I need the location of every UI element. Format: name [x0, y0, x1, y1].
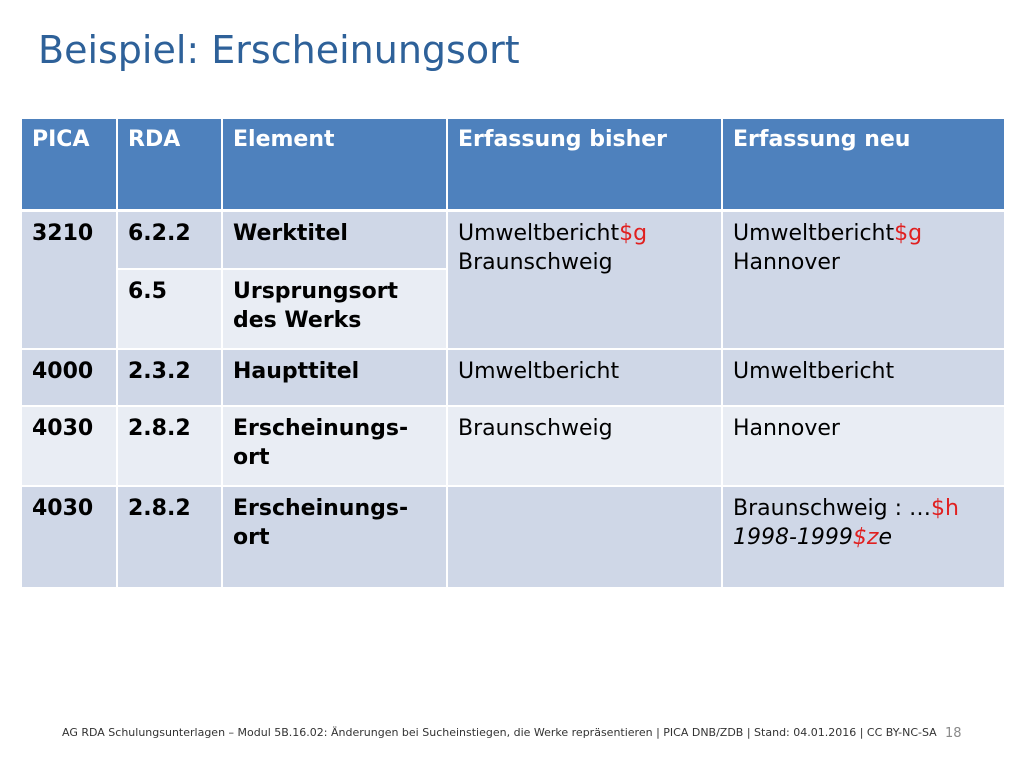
cell-text: Erscheinungs- [233, 495, 409, 521]
table-row: 3210 6.2.2 Werktitel Umweltbericht$g Brau… [20, 209, 1006, 350]
header-erfassung-neu: Erfassung neu [721, 117, 1006, 212]
cell-rda: 2.8.2 [116, 404, 223, 487]
cell-text: Hannover [733, 250, 840, 275]
cell-rda: 6.2.2 [116, 209, 223, 270]
cell-text: 1998-1999 [733, 524, 853, 550]
table-header-row: PICA RDA Element Erfassung bisher Erfass… [20, 117, 1006, 212]
subfield-code: $z [852, 524, 879, 550]
cell-element: Werktitel [221, 209, 448, 270]
slide-title: Beispiel: Erscheinungsort [38, 28, 520, 72]
cell-erfassung-bisher: Umweltbericht$g Braunschweig [446, 209, 723, 350]
cell-erfassung-neu: Braunschweig : …$h 1998-1999$ze [721, 484, 1006, 589]
cell-text: Umweltbericht [458, 221, 620, 246]
table-row: 4030 2.8.2 Erscheinungs-ort Braunschweig… [20, 484, 1006, 589]
subfield-code: $h [931, 495, 959, 521]
cell-text: Erscheinungs- [233, 415, 409, 441]
cell-rda: 2.3.2 [116, 347, 223, 407]
page-number: 18 [945, 726, 962, 741]
header-rda: RDA [116, 117, 223, 212]
cell-erfassung-neu: Umweltbericht$g Hannover [721, 209, 1006, 350]
cell-erfassung-bisher [446, 484, 723, 589]
cell-erfassung-bisher: Braunschweig [446, 404, 723, 487]
table-row: 4000 2.3.2 Haupttitel Umweltbericht Umwe… [20, 347, 1006, 407]
cell-pica: 4000 [20, 347, 118, 407]
table-row: 6.5 Ursprungsort des Werks [21, 267, 1005, 350]
cell-element: Erscheinungs-ort [221, 404, 448, 487]
slide-footer: AG RDA Schulungsunterlagen – Modul 5B.16… [62, 726, 937, 739]
header-erfassung-bisher: Erfassung bisher [446, 117, 723, 212]
cell-text: ort [233, 524, 270, 550]
subfield-code: $g [894, 221, 923, 246]
cell-element: Erscheinungs-ort [221, 484, 448, 589]
comparison-table: PICA RDA Element Erfassung bisher Erfass… [20, 117, 1006, 589]
cell-element: Haupttitel [221, 347, 448, 407]
cell-erfassung-neu: Hannover [721, 404, 1006, 487]
cell-pica: 4030 [20, 484, 118, 589]
cell-erfassung-neu: Umweltbericht [721, 347, 1006, 407]
table-row: 4030 2.8.2 Erscheinungs-ort Braunschweig… [20, 404, 1006, 487]
cell-pica: 4030 [20, 404, 118, 487]
header-element: Element [221, 117, 448, 212]
cell-text: Braunschweig [458, 250, 613, 275]
cell-element: Ursprungsort des Werks [221, 267, 448, 350]
cell-text: e [878, 524, 893, 550]
cell-rda: 2.8.2 [116, 484, 223, 589]
cell-text: Umweltbericht [733, 221, 895, 246]
subfield-code: $g [619, 221, 648, 246]
header-pica: PICA [20, 117, 118, 212]
cell-text: Braunschweig : … [733, 495, 932, 521]
cell-text: ort [233, 444, 270, 470]
cell-erfassung-bisher: Umweltbericht [446, 347, 723, 407]
cell-rda: 6.5 [116, 267, 223, 350]
cell-pica: 3210 [20, 209, 118, 350]
